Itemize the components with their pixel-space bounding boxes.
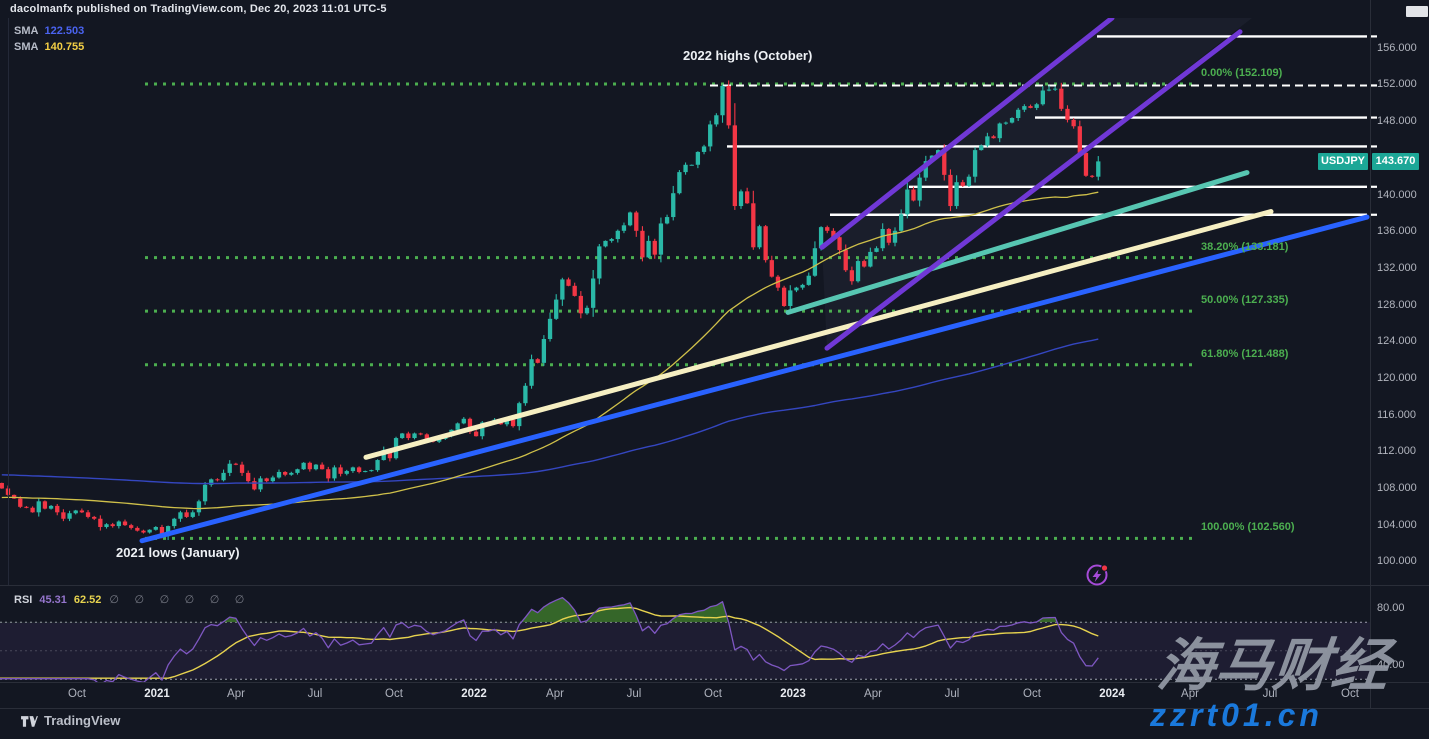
time-axis-label: Oct [704,688,722,700]
sma-fast-label: SMA [14,41,39,53]
sma-slow-label: SMA [14,25,39,37]
time-axis-label: Jul [307,688,323,700]
watermark-cjk: 海马财经 [1154,634,1393,698]
price-axis-tick: 132.000 [1377,261,1417,274]
time-axis-label: Jul [1262,688,1278,700]
price-axis-tick: 100.000 [1377,555,1417,568]
time-axis-label: Oct [68,688,86,700]
price-axis-tick: 104.000 [1377,518,1417,531]
top-right-white-box [1406,6,1428,17]
time-axis-label: Apr [227,688,245,700]
time-axis-label: 2022 [461,688,487,700]
time-axis-label: 2021 [144,688,170,700]
lightning-badge-icon[interactable] [1084,561,1112,594]
price-axis-tick: 120.000 [1377,371,1417,384]
fib-label: 38.20% (133.181) [1201,240,1289,253]
rsi-legend: RSI 45.31 62.52 ∅ ∅ ∅ ∅ ∅ ∅ [14,593,250,606]
time-axis-label: Apr [864,688,882,700]
time-axis-label: Apr [546,688,564,700]
fib-label: 100.00% (102.560) [1201,521,1295,534]
price-axis-tick: 116.000 [1377,408,1416,421]
rsi-axis-tick: 80.00 [1377,601,1405,614]
annotation-2021-lows: 2021 lows (January) [116,545,240,560]
annotation-2022-highs: 2022 highs (October) [683,48,813,63]
price-axis-tick: 152.000 [1377,78,1417,91]
sma-fast-value: 140.755 [44,41,85,53]
time-axis-label: Oct [1341,688,1359,700]
tradingview-logo-icon[interactable] [20,714,39,736]
time-axis-label: Oct [1023,688,1041,700]
time-axis-label: 2023 [780,688,806,700]
price-axis-tick: 128.000 [1377,298,1417,311]
time-axis-label: Oct [385,688,403,700]
publish-header: dacolmanfx published on TradingView.com,… [10,3,387,15]
fib-label: 61.80% (121.488) [1201,347,1289,360]
fib-label: 50.00% (127.335) [1201,294,1289,307]
price-axis-tick: 108.000 [1377,481,1417,494]
price-axis-tick: 148.000 [1377,115,1417,128]
time-axis-label: Apr [1181,688,1199,700]
sma-fast-legend: SMA 140.755 [14,41,84,53]
symbol-badge: USDJPY [1318,153,1368,170]
rsi-axis-tick: 40.00 [1377,658,1405,671]
rsi-label: RSI [14,594,33,606]
tradingview-brand-text[interactable]: TradingView [44,713,121,728]
sma-slow-legend: SMA 122.503 [14,25,84,37]
time-axis-label: Jul [944,688,960,700]
price-axis-tick: 136.000 [1377,225,1417,238]
rsi-value: 45.31 [39,594,67,606]
last-price-badge: 143.670 [1372,153,1419,170]
price-axis-tick: 112.000 [1377,445,1416,458]
watermark-url: zzrt01.cn [1150,697,1323,733]
rsi-ma-value: 62.52 [73,594,102,606]
rsi-placeholders: ∅ ∅ ∅ ∅ ∅ ∅ [109,593,251,606]
time-axis-label: 2024 [1099,688,1125,700]
time-axis-label: Jul [626,688,642,700]
sma-slow-value: 122.503 [44,25,85,37]
price-axis-tick: 140.000 [1377,188,1417,201]
fib-label: 0.00% (152.109) [1201,67,1283,79]
price-axis-tick: 124.000 [1377,335,1417,348]
price-axis-tick: 156.000 [1377,41,1417,54]
